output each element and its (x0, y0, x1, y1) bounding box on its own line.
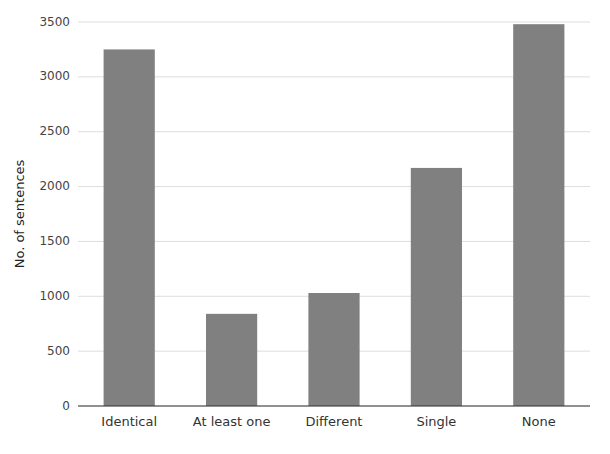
y-tick-label: 3000 (39, 69, 70, 83)
bar (513, 24, 564, 406)
y-tick-label: 2500 (39, 124, 70, 138)
y-axis: 0 500 1000 1500 2000 2500 3000 3500 (39, 15, 70, 413)
chart-container: 0 500 1000 1500 2000 2500 3000 3500 No. of sente… (0, 0, 610, 454)
x-tick-label: Different (306, 414, 363, 429)
y-tick-label: 2000 (39, 179, 70, 193)
y-tick-label: 1500 (39, 234, 70, 248)
y-tick-label: 1000 (39, 289, 70, 303)
y-grid (78, 22, 590, 406)
x-axis: Identical At least one Different Single None (78, 406, 590, 429)
bar (104, 49, 155, 406)
x-tick-label: Single (416, 414, 456, 429)
y-tick-label: 3500 (39, 15, 70, 29)
page: {"chart_data": {"type": "bar", "categori… (0, 0, 610, 454)
bars (104, 24, 565, 406)
x-tick-label: Identical (101, 414, 157, 429)
chart-svg: 0 500 1000 1500 2000 2500 3000 3500 No. of sente… (0, 0, 610, 454)
bar (206, 314, 257, 406)
bar (411, 168, 462, 406)
x-axis-line (78, 406, 590, 407)
grid-line (78, 22, 590, 23)
y-tick-label: 0 (62, 399, 70, 413)
y-axis-label: No. of sentences (12, 159, 27, 268)
x-tick-label: At least one (193, 414, 271, 429)
grid-line (78, 406, 590, 407)
x-tick-label: None (522, 414, 556, 429)
bar (308, 293, 359, 406)
y-tick-label: 500 (47, 344, 70, 358)
